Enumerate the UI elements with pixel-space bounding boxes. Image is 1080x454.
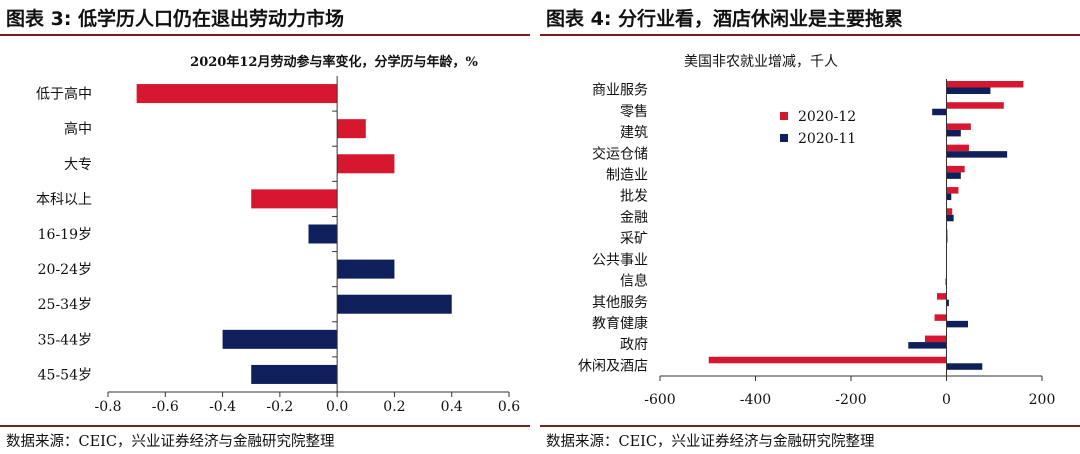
bar-1-6 bbox=[946, 214, 954, 222]
bar-0-4 bbox=[946, 165, 965, 173]
footer-rule-right bbox=[540, 425, 1080, 427]
category-label-6: 金融 bbox=[620, 210, 648, 226]
footer-rule-left bbox=[0, 425, 530, 427]
x-tick-label-4: 0.0 bbox=[326, 399, 348, 415]
bar-1-5 bbox=[946, 193, 952, 201]
x-tick-label-2: -0.4 bbox=[209, 399, 236, 415]
bar-0-0 bbox=[946, 81, 1024, 88]
chart-title-left: 2020年12月劳动参与率变化，分学历与年龄，% bbox=[190, 54, 478, 70]
bar-1-12 bbox=[908, 342, 947, 349]
x-tick-label-5: 0.2 bbox=[383, 399, 405, 415]
bar-4 bbox=[308, 224, 338, 244]
category-label-9: 信息 bbox=[620, 273, 648, 290]
category-label-2: 建筑 bbox=[620, 125, 648, 141]
bar-1-13 bbox=[946, 363, 983, 370]
bar-0-3 bbox=[946, 144, 969, 152]
bar-1-4 bbox=[946, 172, 961, 179]
bar-1-2 bbox=[946, 129, 961, 137]
category-label-5: 20-24岁 bbox=[38, 262, 92, 278]
category-label-8: 公共事业 bbox=[592, 252, 648, 268]
category-label-5: 批发 bbox=[620, 189, 648, 205]
category-label-13: 休闲及酒店 bbox=[578, 358, 648, 374]
legend-label-0: 2020-12 bbox=[798, 109, 856, 125]
figure-header-right: 图表 4: 分行业看，酒店休闲业是主要拖累 bbox=[546, 8, 904, 30]
category-label-3: 本科以上 bbox=[36, 192, 92, 208]
header-rule-right bbox=[540, 34, 1080, 36]
bar-1-1 bbox=[932, 108, 947, 116]
legend-swatch-1 bbox=[780, 134, 788, 142]
x-tick-label-7: 0.6 bbox=[498, 399, 520, 415]
chart-title-right: 美国非农就业增减，千人 bbox=[684, 54, 838, 70]
bar-5 bbox=[337, 259, 395, 279]
data-source-left: 数据来源：CEIC，兴业证券经济与金融研究院整理 bbox=[6, 434, 335, 450]
category-label-0: 商业服务 bbox=[592, 83, 648, 99]
bar-1-11 bbox=[946, 320, 968, 328]
category-label-3: 交运仓储 bbox=[592, 145, 648, 162]
bar-8 bbox=[251, 364, 338, 384]
bar-0-6 bbox=[946, 208, 953, 215]
bar-7 bbox=[222, 329, 338, 349]
category-label-12: 政府 bbox=[620, 337, 648, 353]
category-label-1: 零售 bbox=[620, 104, 648, 120]
bar-0-5 bbox=[946, 187, 959, 194]
bar-6 bbox=[337, 294, 452, 314]
x-tick-label-1: -400 bbox=[740, 392, 771, 408]
category-label-11: 教育健康 bbox=[592, 315, 648, 332]
legend-label-1: 2020-11 bbox=[798, 131, 856, 147]
bar-1-0 bbox=[946, 87, 991, 94]
bar-1-10 bbox=[946, 299, 949, 307]
bar-0-10 bbox=[936, 293, 947, 300]
category-label-4: 16-19岁 bbox=[38, 227, 92, 243]
data-source-right: 数据来源：CEIC，兴业证券经济与金融研究院整理 bbox=[546, 434, 875, 450]
bar-0-1 bbox=[946, 102, 1004, 109]
bar-1 bbox=[337, 119, 366, 139]
x-tick-label-4: 200 bbox=[1029, 392, 1056, 408]
x-tick-label-6: 0.4 bbox=[441, 399, 463, 415]
chart-panel-right: 图表 4: 分行业看，酒店休闲业是主要拖累 美国非农就业增减，千人商业服务零售建… bbox=[540, 0, 1080, 454]
x-tick-label-2: -200 bbox=[835, 392, 866, 408]
category-label-7: 采矿 bbox=[620, 231, 648, 247]
category-label-1: 高中 bbox=[64, 121, 92, 138]
bar-0-12 bbox=[925, 335, 947, 343]
bar-chart-right: 美国非农就业增减，千人商业服务零售建筑交运仓储制造业批发金融采矿公共事业信息其他… bbox=[578, 54, 1056, 408]
legend-swatch-0 bbox=[780, 112, 788, 120]
x-tick-label-0: -0.8 bbox=[95, 399, 122, 415]
x-tick-label-0: -600 bbox=[644, 392, 675, 408]
figure-header-left: 图表 3: 低学历人口仍在退出劳动力市场 bbox=[6, 8, 345, 30]
bar-0-11 bbox=[934, 314, 947, 321]
bar-1-3 bbox=[946, 151, 1008, 158]
bar-0-2 bbox=[946, 123, 971, 130]
category-label-10: 其他服务 bbox=[592, 295, 648, 311]
x-tick-label-1: -0.6 bbox=[152, 399, 179, 415]
category-label-4: 制造业 bbox=[606, 167, 648, 183]
category-label-0: 低于高中 bbox=[36, 86, 92, 103]
header-rule-left bbox=[0, 34, 530, 36]
category-label-8: 45-54岁 bbox=[38, 367, 92, 383]
x-tick-label-3: 0 bbox=[942, 392, 951, 408]
x-tick-label-3: -0.2 bbox=[266, 399, 293, 415]
bar-0-13 bbox=[708, 356, 947, 364]
category-label-2: 大专 bbox=[64, 157, 92, 173]
category-label-7: 35-44岁 bbox=[38, 332, 92, 348]
bar-3 bbox=[251, 189, 338, 209]
category-label-6: 25-34岁 bbox=[38, 297, 92, 313]
chart-panel-left: 图表 3: 低学历人口仍在退出劳动力市场 2020年12月劳动参与率变化，分学历… bbox=[0, 0, 530, 454]
bar-0 bbox=[136, 84, 338, 104]
bar-2 bbox=[337, 154, 395, 174]
